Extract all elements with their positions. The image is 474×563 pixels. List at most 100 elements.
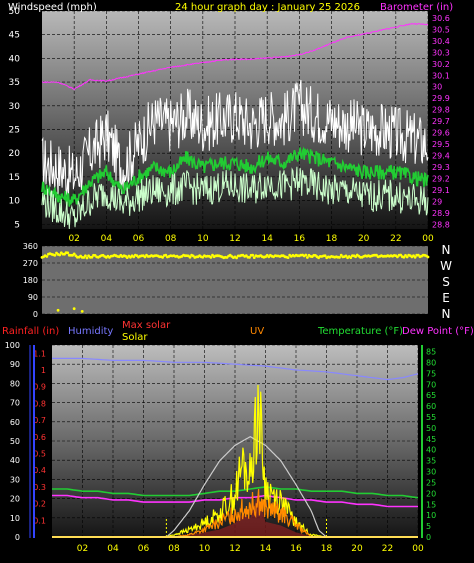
temp-tick: 20 — [426, 489, 436, 498]
direction-point — [164, 253, 168, 257]
direction-point — [90, 255, 94, 259]
wind-left-tick: 40 — [9, 54, 21, 64]
wind-chart-left-label: Windspeed (mph) — [8, 2, 97, 13]
compass-label: N — [442, 307, 451, 321]
temp-tick: 15 — [426, 500, 436, 509]
direction-tick: 0 — [33, 310, 38, 319]
direction-point — [132, 255, 136, 259]
legend-uv: UV — [250, 326, 264, 337]
rain-tick: 0.4 — [33, 466, 46, 475]
direction-point — [251, 253, 255, 257]
multi-x-tick: 20 — [351, 544, 363, 554]
temp-tick: 75 — [426, 369, 436, 378]
barometer-tick: 29.6 — [432, 129, 450, 138]
direction-tick: 180 — [23, 276, 38, 285]
barometer-tick: 28.9 — [432, 209, 450, 218]
legend-humidity: Humidity — [68, 326, 113, 337]
temp-tick: 85 — [426, 348, 436, 357]
wind-x-tick: 00 — [422, 234, 434, 244]
barometer-tick: 29.9 — [432, 94, 450, 103]
weather-multi-chart: Rainfall (in) Humidity Max solar Solar U… — [2, 320, 474, 554]
multi-x-tick: 10 — [199, 544, 211, 554]
solar-fill — [166, 493, 327, 537]
legend-dew-point: Dew Point (°F) — [402, 326, 474, 337]
wind-left-tick: 5 — [14, 220, 20, 230]
wind-left-tick: 25 — [9, 125, 20, 135]
humidity-tick: 70 — [10, 399, 20, 408]
direction-point — [56, 308, 60, 312]
multi-x-tick: 12 — [229, 544, 240, 554]
direction-point — [413, 255, 417, 259]
humidity-tick: 30 — [10, 475, 20, 484]
compass-label: N — [442, 243, 451, 257]
barometer-tick: 30.2 — [432, 60, 450, 69]
temp-tick: 55 — [426, 413, 436, 422]
rain-tick: 0.2 — [33, 500, 46, 509]
direction-point — [286, 256, 290, 259]
temp-tick: 80 — [426, 358, 436, 367]
temp-tick: 35 — [426, 457, 436, 466]
wind-chart-title: 24 hour graph day : January 25 2026 — [175, 2, 360, 13]
direction-point — [405, 255, 409, 259]
wind-x-tick: 04 — [101, 234, 113, 244]
direction-point — [72, 307, 76, 311]
direction-point — [235, 256, 239, 260]
multi-series-line — [52, 357, 419, 381]
rain-tick: 0.6 — [33, 433, 46, 442]
temp-tick: 40 — [426, 446, 436, 455]
rain-tick: 0.3 — [33, 483, 46, 492]
direction-point — [84, 254, 87, 258]
temp-tick: 60 — [426, 402, 436, 411]
direction-point — [402, 255, 406, 259]
direction-point — [58, 253, 62, 257]
wind-left-tick: 30 — [9, 102, 21, 112]
barometer-tick: 29.7 — [432, 117, 450, 126]
temp-tick: 50 — [426, 424, 436, 433]
temp-tick: 45 — [426, 435, 436, 444]
temp-tick: 5 — [426, 522, 431, 531]
multi-x-tick: 18 — [321, 544, 333, 554]
multi-series-line — [52, 485, 419, 499]
wind-x-tick: 08 — [165, 234, 177, 244]
temp-tick: 25 — [426, 478, 436, 487]
humidity-tick: 20 — [10, 495, 20, 504]
humidity-tick: 0 — [15, 533, 20, 542]
humidity-tick: 40 — [10, 456, 20, 465]
compass-label: W — [440, 259, 452, 273]
multi-series-line — [173, 488, 312, 538]
wind-series-line — [41, 146, 429, 207]
rain-tick: 0.9 — [33, 383, 46, 392]
humidity-tick: 60 — [10, 418, 20, 427]
temp-tick: 65 — [426, 391, 436, 400]
direction-point — [45, 255, 49, 258]
barometer-tick: 30 — [432, 83, 442, 92]
direction-point — [66, 251, 70, 255]
wind-x-tick: 16 — [294, 234, 306, 244]
direction-point — [304, 253, 308, 257]
barometer-tick: 29.3 — [432, 163, 450, 172]
rain-tick: 0.1 — [33, 516, 46, 525]
multi-x-tick: 16 — [290, 544, 302, 554]
legend-rainfall: Rainfall (in) — [2, 326, 59, 337]
direction-point — [349, 256, 353, 259]
legend-max-solar: Max solar — [122, 320, 171, 331]
temp-tick: 70 — [426, 380, 436, 389]
rain-tick: 1 — [41, 366, 46, 375]
legend-temperature: Temperature (°F) — [317, 326, 403, 337]
multi-x-tick: 08 — [168, 544, 180, 554]
direction-point — [396, 255, 399, 259]
direction-point — [53, 253, 57, 257]
direction-point — [85, 256, 89, 260]
direction-point — [252, 256, 256, 259]
direction-tick: 270 — [23, 259, 38, 268]
legend-solar: Solar — [122, 332, 148, 343]
temp-tick: 0 — [426, 533, 431, 542]
temp-tick: 10 — [426, 511, 436, 520]
barometer-tick: 30.4 — [432, 37, 450, 46]
wind-left-tick: 50 — [9, 7, 21, 17]
wind-x-tick: 12 — [229, 234, 240, 244]
wind-left-tick: 15 — [9, 173, 20, 183]
multi-x-tick: 14 — [260, 544, 272, 554]
direction-point — [323, 254, 327, 257]
